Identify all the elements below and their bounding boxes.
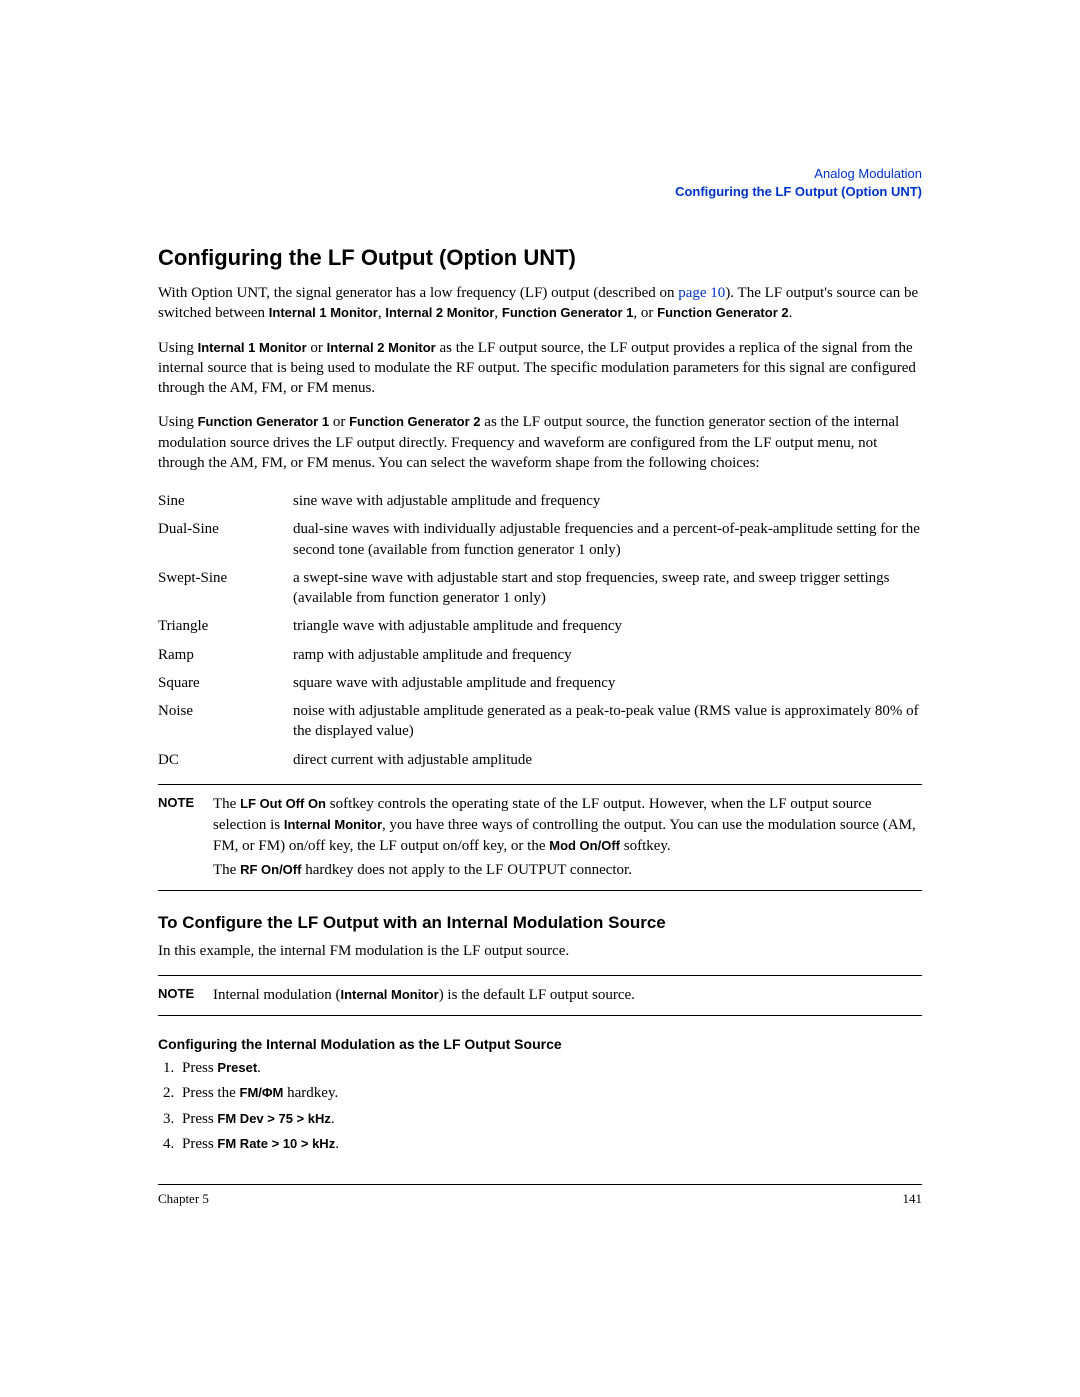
note-label-empty [158, 860, 213, 881]
waveform-label: Sine [158, 487, 293, 515]
steps-list: Press Preset. Press the FM/ΦM hardkey. P… [158, 1058, 922, 1154]
waveform-desc: ramp with adjustable amplitude and frequ… [293, 641, 922, 669]
key-rf-on-off: RF On/Off [240, 862, 301, 877]
sub-intro: In this example, the internal FM modulat… [158, 941, 922, 961]
note-row: The RF On/Off hardkey does not apply to … [158, 860, 922, 881]
waveform-label: DC [158, 746, 293, 774]
key-preset: Preset [217, 1060, 257, 1075]
text: The [213, 796, 240, 812]
key-mod-on-off: Mod On/Off [549, 838, 620, 853]
key-fm-dev: FM Dev > 75 > kHz [217, 1111, 330, 1126]
key-fm-phim: FM/ΦM [240, 1085, 284, 1100]
waveform-label: Ramp [158, 641, 293, 669]
text: Press [182, 1136, 217, 1152]
text: ) is the default LF output source. [439, 987, 635, 1003]
page-header: Analog Modulation Configuring the LF Out… [158, 165, 922, 200]
text: . [331, 1111, 335, 1127]
note-label: NOTE [158, 985, 213, 1006]
table-row: Noisenoise with adjustable amplitude gen… [158, 697, 922, 746]
text: Using [158, 414, 198, 430]
waveform-desc: square wave with adjustable amplitude an… [293, 669, 922, 697]
text: hardkey does not apply to the LF OUTPUT … [301, 862, 632, 878]
intro-paragraph-1: With Option UNT, the signal generator ha… [158, 283, 922, 324]
text: or [307, 340, 327, 356]
text: Press [182, 1111, 217, 1127]
text: Using [158, 340, 198, 356]
note-box-1: NOTE The LF Out Off On softkey controls … [158, 784, 922, 891]
key-lf-out-off-on: LF Out Off On [240, 796, 326, 811]
page-footer: Chapter 5 141 [158, 1191, 922, 1207]
text: . [335, 1136, 339, 1152]
text: , or [633, 305, 657, 321]
page-10-link[interactable]: page 10 [678, 285, 725, 301]
text: or [329, 414, 349, 430]
key-function-generator-1: Function Generator 1 [198, 414, 329, 429]
key-internal-monitor: Internal Monitor [284, 817, 382, 832]
text: softkey. [620, 838, 671, 854]
waveform-desc: triangle wave with adjustable amplitude … [293, 612, 922, 640]
waveform-table: Sinesine wave with adjustable amplitude … [158, 487, 922, 774]
text: . [789, 305, 793, 321]
text: hardkey. [283, 1085, 338, 1101]
note-label: NOTE [158, 794, 213, 857]
text: Press [182, 1060, 217, 1076]
key-fm-rate: FM Rate > 10 > kHz [217, 1136, 335, 1151]
note-box-2: NOTE Internal modulation (Internal Monit… [158, 975, 922, 1016]
text: Press the [182, 1085, 240, 1101]
text: . [257, 1060, 261, 1076]
note-text: The RF On/Off hardkey does not apply to … [213, 860, 922, 881]
note-row: NOTE Internal modulation (Internal Monit… [158, 985, 922, 1006]
key-internal1-monitor: Internal 1 Monitor [269, 305, 378, 320]
subsubheading: Configuring the Internal Modulation as t… [158, 1036, 922, 1052]
waveform-label: Noise [158, 697, 293, 746]
footer-right: 141 [903, 1191, 923, 1207]
table-row: Triangletriangle wave with adjustable am… [158, 612, 922, 640]
key-function-generator-1: Function Generator 1 [502, 305, 633, 320]
waveform-desc: dual-sine waves with individually adjust… [293, 515, 922, 564]
key-function-generator-2: Function Generator 2 [349, 414, 480, 429]
key-internal1-monitor: Internal 1 Monitor [198, 340, 307, 355]
list-item: Press FM Rate > 10 > kHz. [178, 1134, 922, 1154]
waveform-label: Dual-Sine [158, 515, 293, 564]
table-row: Rampramp with adjustable amplitude and f… [158, 641, 922, 669]
text: , [494, 305, 502, 321]
section-title: Configuring the LF Output (Option UNT) [158, 245, 922, 271]
text: The [213, 862, 240, 878]
header-line-2: Configuring the LF Output (Option UNT) [158, 183, 922, 201]
page: Analog Modulation Configuring the LF Out… [0, 0, 1080, 1397]
table-row: Sinesine wave with adjustable amplitude … [158, 487, 922, 515]
text: With Option UNT, the signal generator ha… [158, 285, 678, 301]
waveform-label: Square [158, 669, 293, 697]
waveform-label: Swept-Sine [158, 564, 293, 613]
table-row: Squaresquare wave with adjustable amplit… [158, 669, 922, 697]
waveform-desc: a swept-sine wave with adjustable start … [293, 564, 922, 613]
key-function-generator-2: Function Generator 2 [657, 305, 788, 320]
footer-left: Chapter 5 [158, 1191, 209, 1207]
list-item: Press the FM/ΦM hardkey. [178, 1083, 922, 1103]
key-internal-monitor: Internal Monitor [340, 987, 438, 1002]
note-text: The LF Out Off On softkey controls the o… [213, 794, 922, 857]
waveform-desc: direct current with adjustable amplitude [293, 746, 922, 774]
key-internal2-monitor: Internal 2 Monitor [327, 340, 436, 355]
note-row: NOTE The LF Out Off On softkey controls … [158, 794, 922, 857]
waveform-label: Triangle [158, 612, 293, 640]
table-row: Dual-Sinedual-sine waves with individual… [158, 515, 922, 564]
intro-paragraph-2: Using Internal 1 Monitor or Internal 2 M… [158, 338, 922, 399]
list-item: Press Preset. [178, 1058, 922, 1078]
waveform-desc: noise with adjustable amplitude generate… [293, 697, 922, 746]
table-row: DCdirect current with adjustable amplitu… [158, 746, 922, 774]
key-internal2-monitor: Internal 2 Monitor [385, 305, 494, 320]
note-text: Internal modulation (Internal Monitor) i… [213, 985, 922, 1006]
table-row: Swept-Sinea swept-sine wave with adjusta… [158, 564, 922, 613]
list-item: Press FM Dev > 75 > kHz. [178, 1109, 922, 1129]
intro-paragraph-3: Using Function Generator 1 or Function G… [158, 412, 922, 473]
header-line-1: Analog Modulation [158, 165, 922, 183]
text: Internal modulation ( [213, 987, 340, 1003]
subheading: To Configure the LF Output with an Inter… [158, 913, 922, 933]
footer-rule [158, 1184, 922, 1185]
waveform-desc: sine wave with adjustable amplitude and … [293, 487, 922, 515]
